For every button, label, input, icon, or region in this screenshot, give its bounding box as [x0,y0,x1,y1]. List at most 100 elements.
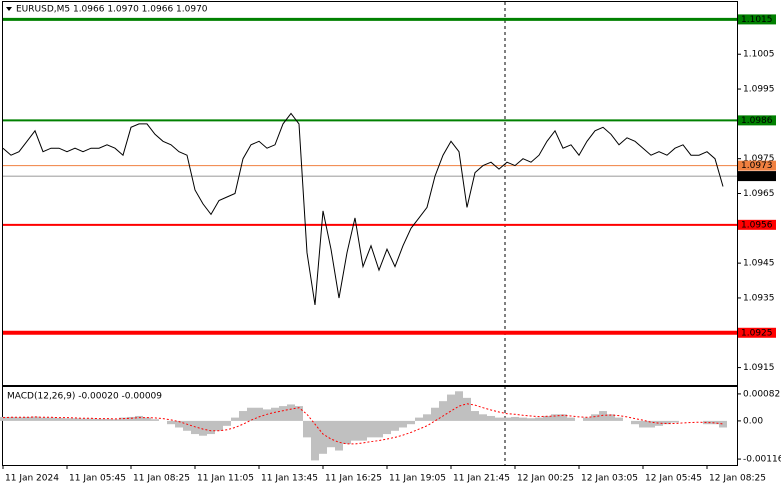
histogram-bar [647,420,655,428]
histogram-bar [239,411,247,421]
histogram-bar [183,420,191,431]
histogram-bar [415,417,423,421]
price-frame [2,1,738,386]
histogram-bar [631,420,639,425]
histogram-bar [719,420,727,428]
histogram-bar [615,417,623,421]
level-label-bg [738,327,776,338]
y-tick-label: 1.0975 [743,154,775,164]
histogram-bar [607,414,615,421]
y-tick-label: 1.0945 [743,259,775,269]
y-tick-label: 1.1005 [743,50,775,60]
histogram-bar [535,417,543,421]
histogram-bar [127,416,135,421]
histogram-bar [511,416,519,421]
histogram-bar [375,420,383,438]
histogram-bar [495,417,503,421]
y-tick-label: 1.0915 [743,363,775,373]
histogram-bar [103,418,111,421]
macd-title: MACD(12,26,9) -0.00020 -0.00009 [7,392,162,402]
menu-arrow [6,7,12,11]
x-tick-label: 12 Jan 05:45 [645,474,702,484]
histogram-bar [439,401,447,421]
histogram-bar [583,417,591,421]
y-tick-label: 0.00 [743,416,763,426]
histogram-bar [359,420,367,441]
histogram-bar [503,417,511,421]
level-label-bg [738,219,776,230]
histogram-bar [383,420,391,435]
x-tick-label: 11 Jan 16:25 [325,474,382,484]
price-line [2,112,724,305]
histogram-bar [0,416,7,421]
histogram-bar [399,420,407,428]
histogram-bar [79,418,87,421]
y-tick-label: 1.0965 [743,189,775,199]
histogram-bar [255,407,263,421]
histogram-bar [671,420,679,423]
x-tick-label: 12 Jan 03:05 [581,474,638,484]
histogram-bar [223,420,231,426]
histogram-bar [295,406,303,421]
histogram-bar [151,419,159,421]
histogram-bar [279,406,287,421]
chart-title: EURUSD,M5 1.0966 1.0970 1.0966 1.0970 [16,5,208,15]
histogram-bar [31,416,39,421]
histogram-bar [343,420,351,444]
histogram-bar [431,407,439,421]
x-tick-label: 11 Jan 13:45 [261,474,318,484]
level-label: 1.1015 [741,15,773,25]
histogram-bar [71,418,79,421]
histogram-bar [271,407,279,421]
histogram-bar [407,420,415,425]
histogram-bar [15,417,23,421]
histogram-bar [175,420,183,428]
histogram-bar [567,417,575,421]
histogram-bar [655,420,663,426]
histogram-bar [135,415,143,421]
level-label: 1.0925 [741,328,773,338]
histogram-bar [39,417,47,421]
histogram-bar [447,394,455,421]
histogram-bar [303,420,311,438]
y-tick-label: -0.00116 [743,455,781,465]
histogram-bar [479,414,487,421]
histogram-bar [55,417,63,421]
macd-frame [2,386,738,466]
y-tick-label: 0.00082 [743,389,780,399]
histogram-bar [263,409,271,421]
y-tick-label: 1.0995 [743,85,775,95]
histogram-bar [543,415,551,421]
histogram-bar [95,418,103,421]
x-tick-label: 11 Jan 05:45 [69,474,126,484]
x-tick-label: 12 Jan 08:25 [709,474,766,484]
level-label-bg [738,14,776,25]
level-label-bg [738,160,776,171]
histogram-bar [87,418,95,421]
histogram-bar [311,420,319,461]
histogram-bar [23,416,31,421]
level-label: 1.0986 [741,116,773,126]
x-tick-label: 11 Jan 19:05 [389,474,446,484]
histogram-bar [167,420,175,425]
histogram-bar [327,420,335,448]
histogram-bar [215,420,223,431]
level-label: 1.0956 [741,220,773,230]
histogram-bar [551,414,559,421]
histogram-bar [527,418,535,421]
histogram-bar [367,420,375,438]
histogram-bar [599,411,607,421]
histogram-bar [591,414,599,421]
histogram-bar [47,417,55,421]
y-tick-label: 1.0935 [743,293,775,303]
histogram-bar [287,404,295,421]
histogram-bar [487,415,495,421]
histogram-bar [191,420,199,435]
histogram-bar [143,417,151,421]
histogram-bar [639,420,647,428]
histogram-bar [335,420,343,451]
histogram-bar [519,417,527,421]
x-tick-label: 11 Jan 2024 [5,474,59,484]
x-tick-label: 12 Jan 00:25 [517,474,574,484]
